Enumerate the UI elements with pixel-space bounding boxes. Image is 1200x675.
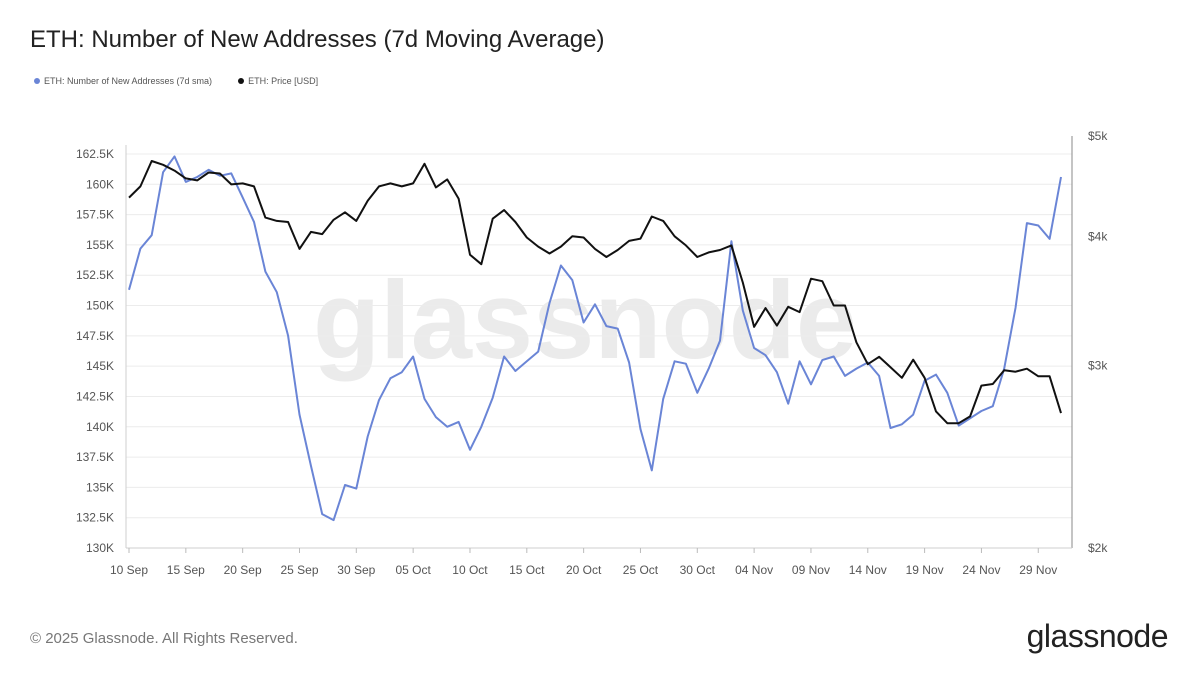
series-line-price <box>128 160 1062 425</box>
x-tick-label: 29 Nov <box>1019 563 1057 577</box>
x-tick-label: 09 Nov <box>792 563 830 577</box>
y-tick-label: 147.5K <box>76 329 114 343</box>
legend-label-price: ETH: Price [USD] <box>248 76 319 86</box>
x-tick-label: 14 Nov <box>849 563 887 577</box>
y-tick-label: 152.5K <box>76 268 114 282</box>
legend: ETH: Number of New Addresses (7d sma) ET… <box>34 76 318 86</box>
series-line-new-addresses <box>128 155 1062 522</box>
x-tick-label: 05 Oct <box>395 563 431 577</box>
x-tick-label: 19 Nov <box>906 563 944 577</box>
x-tick-label: 25 Oct <box>623 563 659 577</box>
x-tick-label: 10 Sep <box>110 563 148 577</box>
y-tick-label: 160K <box>86 177 114 191</box>
y-tick-label: 132.5K <box>76 511 114 525</box>
y-tick-label: 145K <box>86 359 114 373</box>
x-tick-label: 20 Sep <box>224 563 262 577</box>
axes <box>125 136 1073 549</box>
x-tick-label: 15 Oct <box>509 563 545 577</box>
legend-label-new-addresses: ETH: Number of New Addresses (7d sma) <box>44 76 213 86</box>
copyright-text: © 2025 Glassnode. All Rights Reserved. <box>30 630 298 647</box>
legend-swatch-price <box>238 78 245 84</box>
grid <box>126 153 1072 549</box>
chart-plot[interactable]: glassnode 130K132.5K135K137.5K140K142.5K… <box>0 0 1200 600</box>
y-right-tick-label: $3k <box>1088 359 1108 373</box>
chart-title: ETH: Number of New Addresses (7d Moving … <box>30 26 605 53</box>
y-tick-label: 155K <box>86 238 114 252</box>
y-axis-left: 130K 132.5K 135K 137.5K 140K 142.5K 145K 147.5K… <box>76 147 114 555</box>
y-tick-label: 142.5K <box>76 389 114 403</box>
y-right-tick-label: $5k <box>1088 129 1108 143</box>
x-axis: 10 Sep 15 Sep 20 Sep 25 Sep 30 Sep 05 Oct 10 O… <box>110 548 1057 577</box>
series-lines <box>128 155 1062 522</box>
y-right-tick-label: $4k <box>1088 229 1108 243</box>
y-tick-label: 140K <box>86 420 114 434</box>
x-tick-label: 15 Sep <box>167 563 205 577</box>
y-axis-right: $2k $3k $4k $5k <box>1088 129 1108 555</box>
x-tick-label: 24 Nov <box>962 563 1000 577</box>
brand-logo[interactable]: glassnode <box>1026 618 1169 654</box>
y-tick-label: 137.5K <box>76 450 114 464</box>
y-tick-label: 162.5K <box>76 147 114 161</box>
x-tick-label: 30 Oct <box>680 563 716 577</box>
y-tick-label: 150K <box>86 299 114 313</box>
y-tick-label: 130K <box>86 541 114 555</box>
x-tick-label: 25 Sep <box>280 563 318 577</box>
x-tick-label: 30 Sep <box>337 563 375 577</box>
legend-item-price[interactable]: ETH: Price [USD] <box>238 76 318 86</box>
legend-item-new-addresses[interactable]: ETH: Number of New Addresses (7d sma) <box>34 76 212 86</box>
y-tick-label: 135K <box>86 480 114 494</box>
y-right-tick-label: $2k <box>1088 541 1108 555</box>
y-tick-label: 157.5K <box>76 208 114 222</box>
x-tick-label: 04 Nov <box>735 563 773 577</box>
legend-swatch-new-addresses <box>34 78 40 84</box>
x-tick-label: 20 Oct <box>566 563 602 577</box>
x-tick-label: 10 Oct <box>452 563 488 577</box>
